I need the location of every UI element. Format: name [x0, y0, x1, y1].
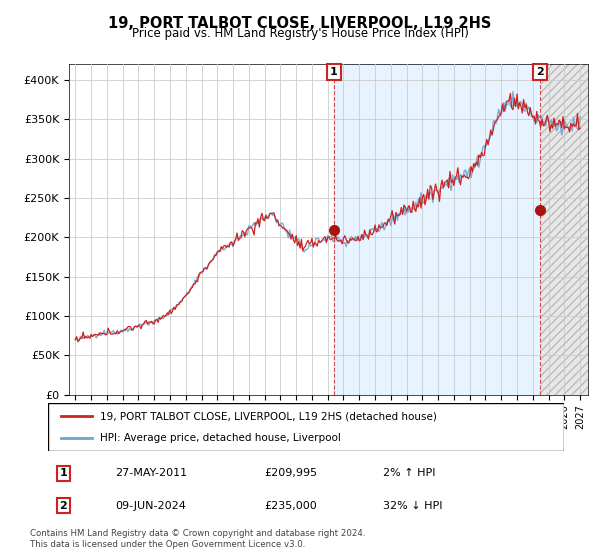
Text: 2% ↑ HPI: 2% ↑ HPI	[383, 468, 436, 478]
Text: Price paid vs. HM Land Registry's House Price Index (HPI): Price paid vs. HM Land Registry's House …	[131, 27, 469, 40]
Bar	[541, 64, 588, 395]
Text: 09-JUN-2024: 09-JUN-2024	[115, 501, 186, 511]
Text: HPI: Average price, detached house, Liverpool: HPI: Average price, detached house, Live…	[100, 433, 340, 443]
Text: £209,995: £209,995	[265, 468, 318, 478]
Text: 32% ↓ HPI: 32% ↓ HPI	[383, 501, 443, 511]
Bar	[334, 64, 541, 395]
Text: 19, PORT TALBOT CLOSE, LIVERPOOL, L19 2HS: 19, PORT TALBOT CLOSE, LIVERPOOL, L19 2H…	[109, 16, 491, 31]
Text: 19, PORT TALBOT CLOSE, LIVERPOOL, L19 2HS (detached house): 19, PORT TALBOT CLOSE, LIVERPOOL, L19 2H…	[100, 411, 436, 421]
Text: £235,000: £235,000	[265, 501, 317, 511]
FancyBboxPatch shape	[48, 403, 564, 451]
Text: Contains HM Land Registry data © Crown copyright and database right 2024.
This d: Contains HM Land Registry data © Crown c…	[30, 529, 365, 549]
Text: 1: 1	[330, 67, 338, 77]
Text: 27-MAY-2011: 27-MAY-2011	[115, 468, 187, 478]
Bar	[541, 64, 588, 395]
Text: 1: 1	[59, 468, 67, 478]
Text: 2: 2	[59, 501, 67, 511]
Text: 2: 2	[536, 67, 544, 77]
